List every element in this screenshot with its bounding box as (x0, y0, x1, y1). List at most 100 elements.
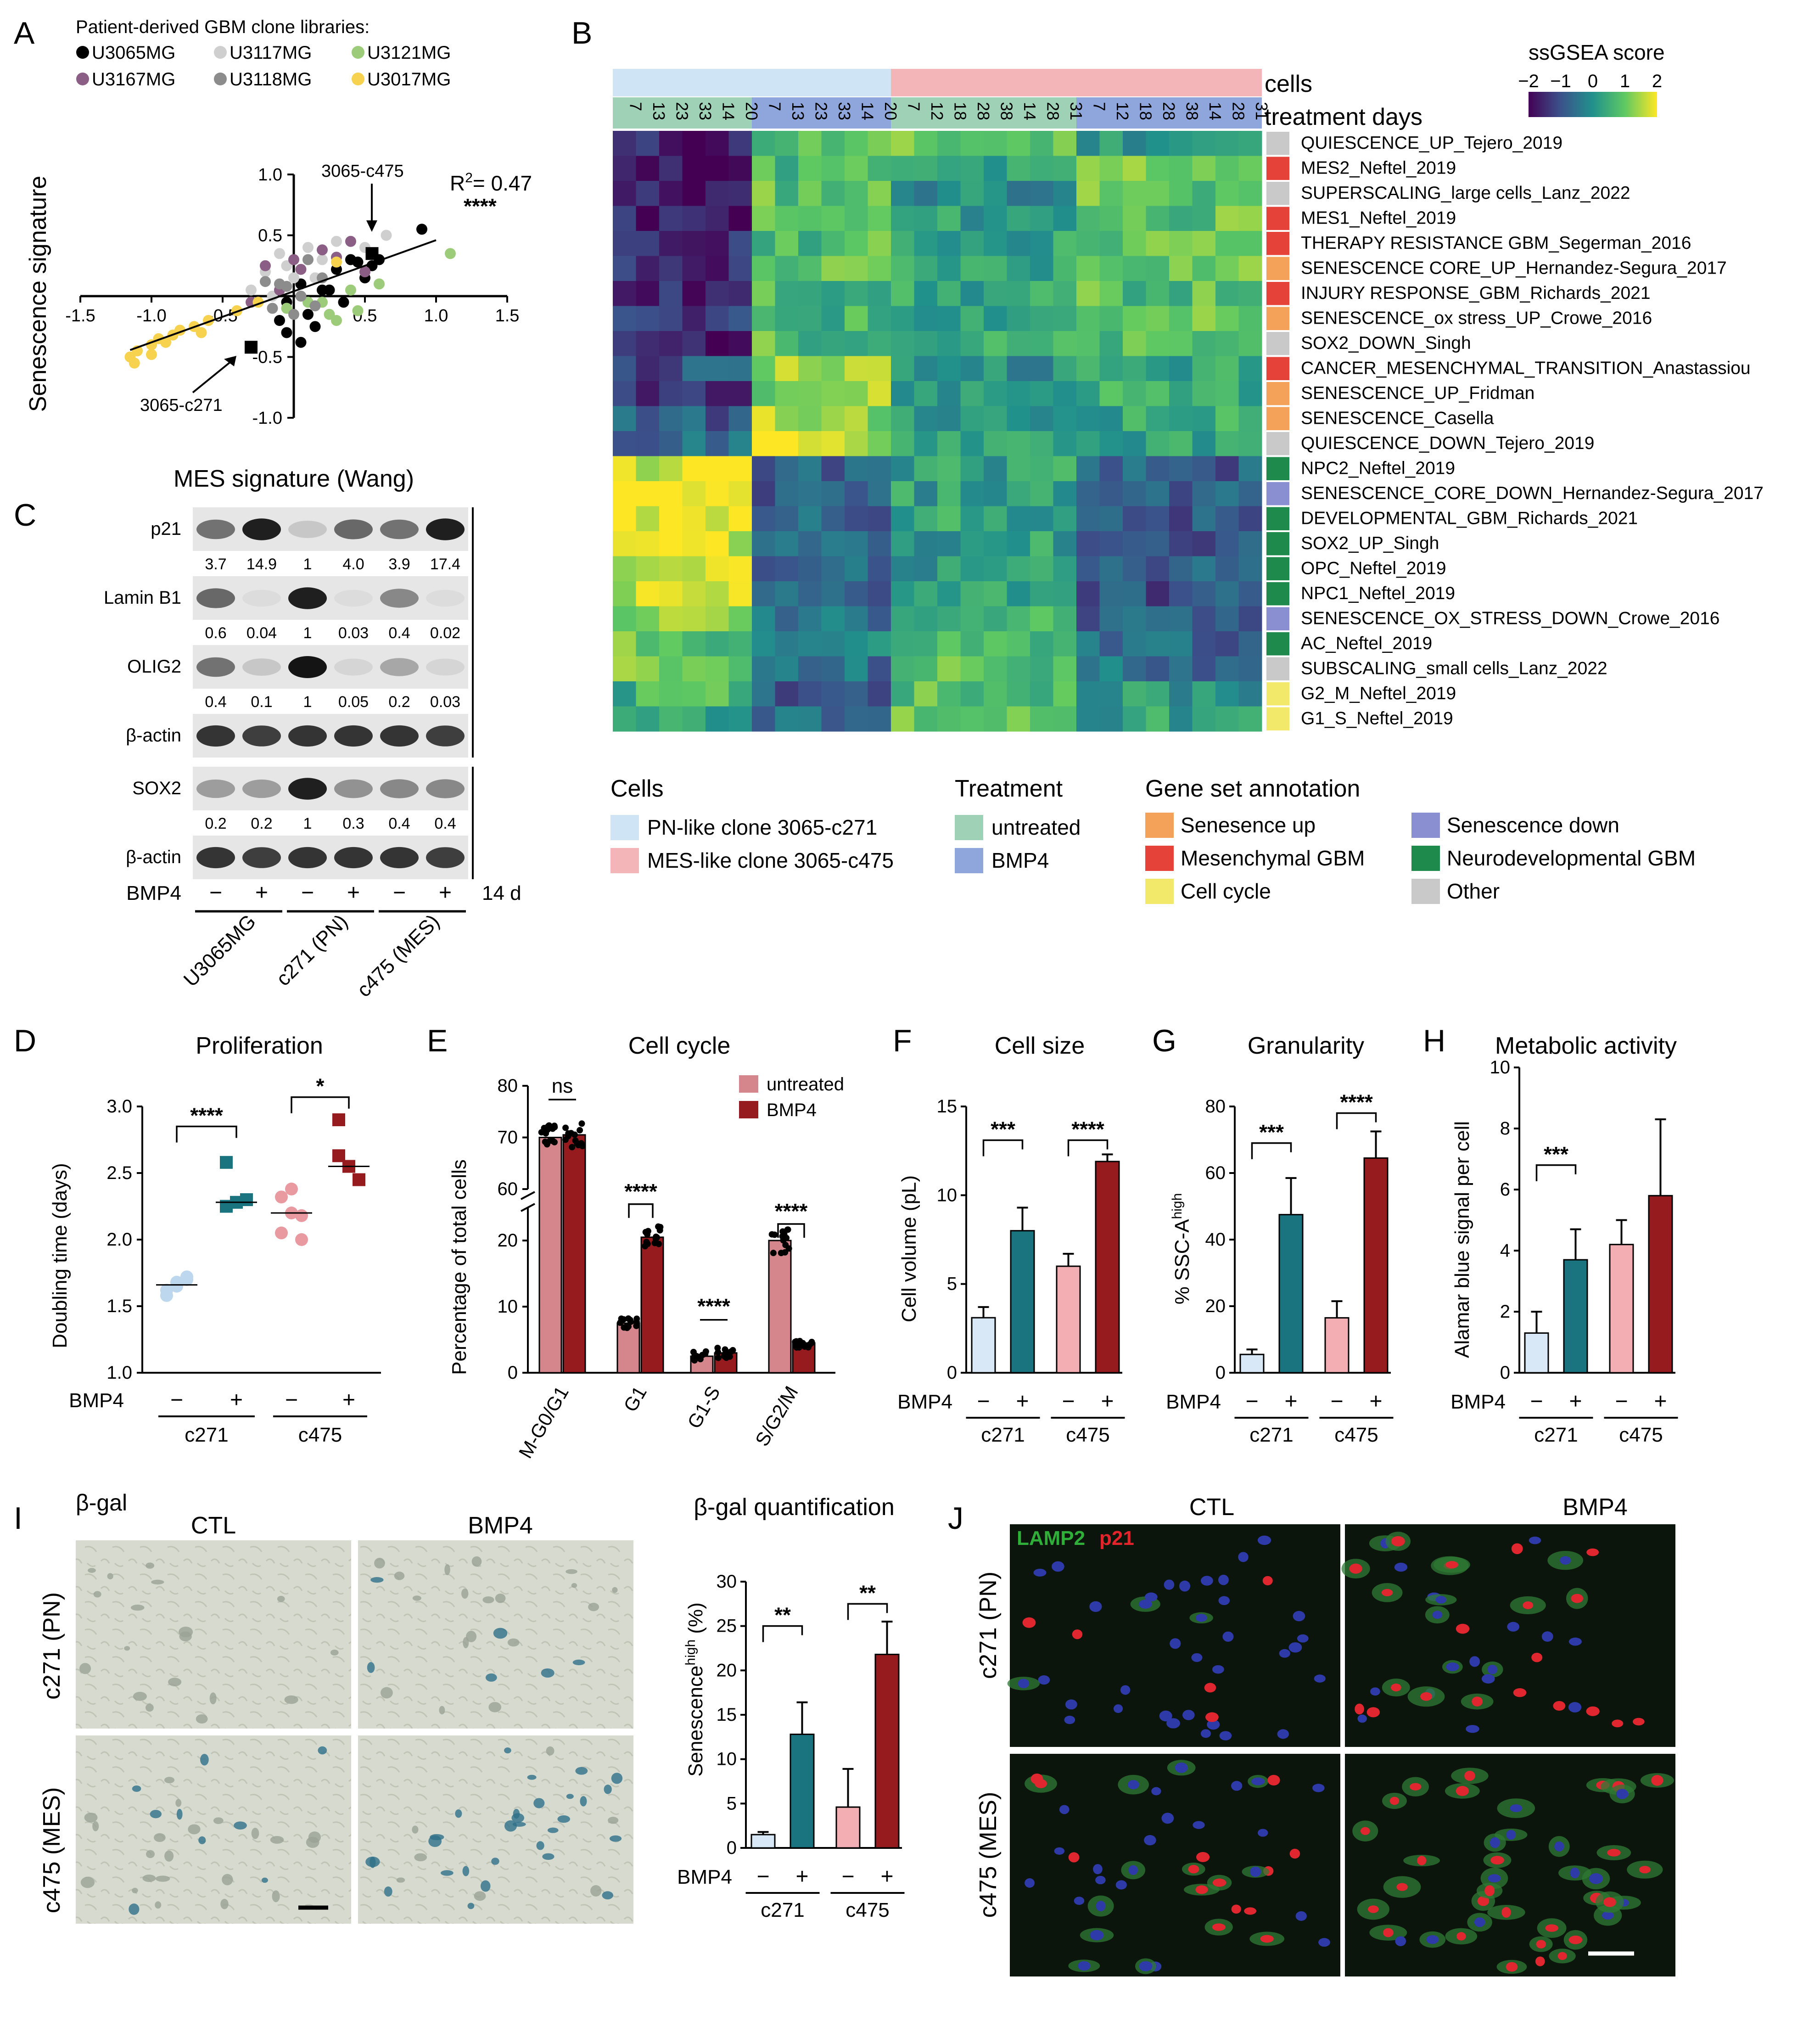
bar (835, 1806, 861, 1849)
point-u3117mg (274, 248, 285, 259)
heatmap-cell (798, 481, 822, 506)
heatmap-cell (798, 356, 822, 382)
heatmap-cell (659, 631, 683, 657)
heatmap-cell (659, 206, 683, 231)
y-tick-label: 0 (1500, 1363, 1510, 1383)
cell (414, 1853, 427, 1862)
data-point (543, 1141, 550, 1148)
cell (412, 1825, 419, 1834)
row-label: CANCER_MESENCHYMAL_TRANSITION_Anastassio… (1301, 359, 1751, 378)
cell (474, 1891, 486, 1901)
heatmap-cell (682, 406, 706, 432)
blot-quant: 17.4 (430, 556, 460, 573)
heatmap-cell (1007, 706, 1030, 732)
heatmap-cell (1238, 256, 1262, 281)
panel-letter-d: D (14, 1023, 36, 1058)
heatmap-cell (937, 381, 961, 406)
cell (611, 1773, 623, 1784)
heatmap-cell (984, 606, 1007, 632)
cell (466, 1630, 477, 1642)
heatmap-cell (1076, 406, 1100, 432)
heatmap-cell (728, 606, 752, 632)
cell (146, 1703, 154, 1712)
cell (168, 1678, 182, 1686)
blot-band (380, 725, 419, 747)
heatmap-cell (1146, 456, 1170, 482)
category-label: G1 (619, 1382, 651, 1415)
y-tick-label: 20 (498, 1230, 518, 1251)
panel-i-bgal-label: β-gal (76, 1490, 127, 1516)
y-tick-label: 25 (717, 1616, 737, 1636)
heatmap-cell (1123, 456, 1146, 482)
blot-band (426, 518, 465, 540)
heatmap-cell (845, 331, 868, 356)
point-u3065mg (324, 284, 335, 296)
heatmap-cell (706, 306, 729, 331)
heatmap-cell (775, 556, 799, 582)
highlight-3065-c271 (245, 341, 258, 354)
significance-stars: **** (1340, 1090, 1373, 1114)
legend-label-u3117mg: U3117MG (230, 43, 312, 63)
heatmap-cell (984, 331, 1007, 356)
heatmap-cell (937, 581, 961, 606)
nucleus (1409, 1783, 1422, 1791)
row-label: SENESCENCE_Casella (1301, 409, 1494, 428)
heatmap-cell (1238, 181, 1262, 206)
if-image (1010, 1754, 1340, 1976)
x-tick-label: 1.5 (495, 306, 520, 326)
heatmap-cell (752, 606, 775, 632)
cell (440, 1870, 454, 1876)
treatment-sign: − (285, 1388, 298, 1412)
heatmap-cell (1099, 331, 1123, 356)
panel-i-col-bmp4: BMP4 (468, 1512, 533, 1539)
legend-label-untreated: untreated (767, 1074, 844, 1095)
heatmap-cell (706, 631, 729, 657)
heatmap-cell (1123, 281, 1146, 306)
heatmap-cell (706, 556, 729, 582)
blot-band (426, 725, 465, 747)
heatmap-cell (636, 581, 660, 606)
heatmap-cell (960, 506, 984, 532)
cell (609, 1835, 622, 1842)
annotation-senup (1266, 257, 1289, 280)
heatmap-cell (636, 456, 660, 482)
nucleus (1571, 1594, 1584, 1603)
heatmap-cell (960, 556, 984, 582)
data-point (160, 1289, 173, 1302)
heatmap-cell (1099, 131, 1123, 156)
heatmap-cell (1123, 206, 1146, 231)
nucleus (1170, 1638, 1181, 1649)
heatmap-cell (1053, 531, 1077, 556)
cell (444, 1564, 450, 1575)
heatmap-cell (1123, 481, 1146, 506)
data-point (651, 1240, 658, 1246)
heatmap-cell (682, 431, 706, 456)
annotation-cellcycle (1266, 682, 1289, 706)
heatmap-cell (1192, 456, 1216, 482)
heatmap-cell (1169, 656, 1193, 682)
y-tick-label: 1.0 (106, 1363, 132, 1383)
heatmap-cell (1007, 581, 1030, 606)
panel-a-points (124, 184, 456, 393)
heatmap-cell (891, 706, 914, 732)
heatmap-cell (891, 406, 914, 432)
point-u3167mg (260, 260, 271, 271)
blot-membrane (193, 836, 468, 879)
nucleus (1052, 1561, 1064, 1572)
heatmap-cell (636, 156, 660, 181)
row-label: SOX2_UP_Singh (1301, 533, 1439, 553)
data-point (574, 1140, 581, 1147)
treatment-sign: − (1615, 1389, 1628, 1414)
heatmap-cell (1076, 456, 1100, 482)
heatmap-cell (984, 256, 1007, 281)
nucleus (1260, 1935, 1274, 1943)
point-u3118mg (267, 303, 278, 314)
heatmap-cell (821, 356, 845, 382)
day-label: 28 (1229, 102, 1248, 120)
data-point (715, 1354, 722, 1361)
heatmap-cell (960, 356, 984, 382)
heatmap-cell (728, 581, 752, 606)
heatmap-cell (937, 256, 961, 281)
heatmap-cell (659, 131, 683, 156)
y-tick-label: 5 (727, 1793, 737, 1813)
